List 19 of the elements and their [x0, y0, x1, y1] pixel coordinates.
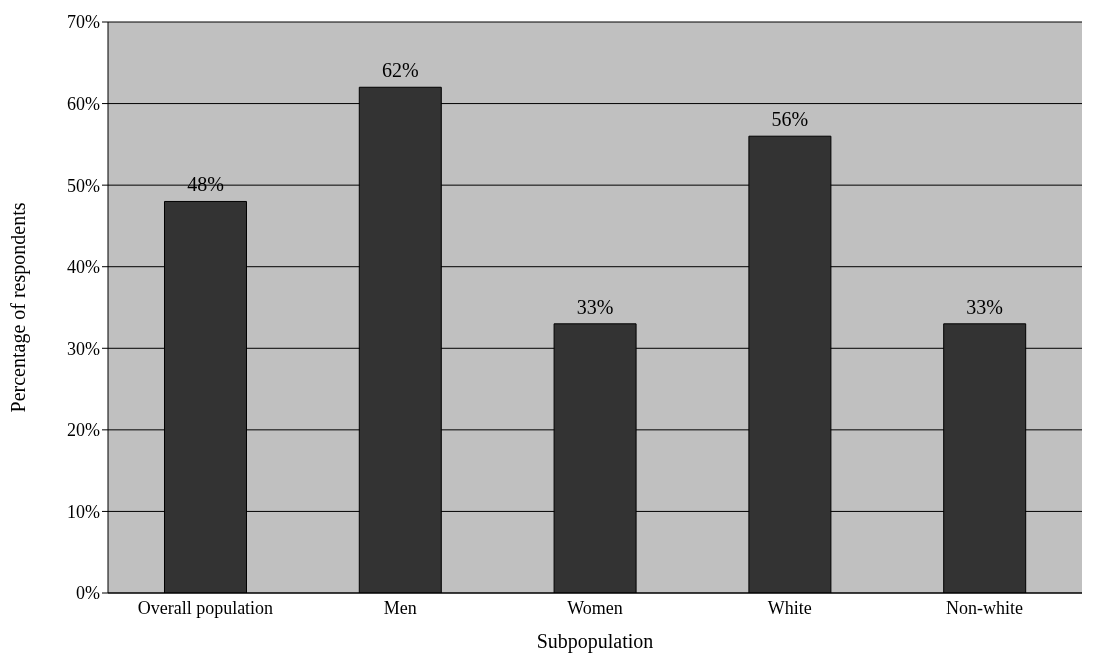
y-tick-label: 70% [67, 12, 100, 33]
data-label: 33% [966, 295, 1004, 318]
x-tick-label: Non-white [946, 597, 1024, 618]
y-tick-label: 40% [67, 257, 100, 278]
data-label: 33% [576, 295, 614, 318]
x-tick-label: Women [567, 597, 623, 618]
y-tick-label: 60% [67, 93, 100, 114]
data-label: 62% [381, 59, 419, 82]
y-tick-label: 50% [67, 175, 100, 196]
y-tick-label: 20% [67, 420, 100, 441]
x-axis-title: Subpopulation [536, 630, 654, 653]
y-axis-title: Percentage of respondents [7, 202, 31, 413]
y-tick-label: 0% [76, 583, 100, 604]
y-tick-label: 30% [67, 338, 100, 359]
x-tick-label: Overall population [137, 597, 274, 618]
x-tick-label: Men [383, 597, 417, 618]
x-tick-label: White [767, 597, 812, 618]
data-label: 56% [771, 108, 809, 131]
y-tick-label: 10% [67, 501, 100, 522]
